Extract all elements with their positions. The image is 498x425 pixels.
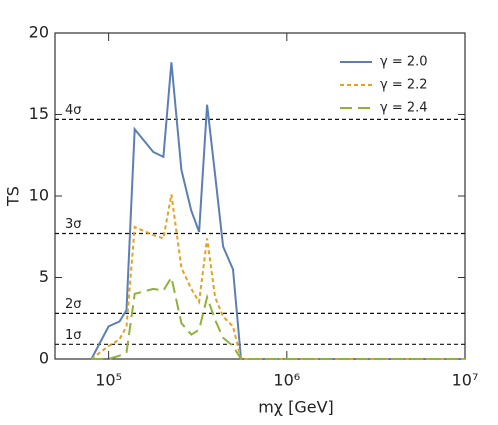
y-tick-label: 5 — [39, 267, 49, 286]
legend-label: γ = 2.0 — [380, 55, 428, 70]
series-line — [91, 274, 465, 360]
legend-label: γ = 2.4 — [380, 101, 428, 116]
x-tick-label: 10⁶ — [273, 371, 300, 390]
legend-label: γ = 2.2 — [380, 78, 428, 93]
y-tick-label: 0 — [39, 349, 49, 368]
series-line — [90, 62, 465, 360]
reference-label: 2σ — [65, 297, 82, 312]
x-tick-label: 10⁵ — [95, 371, 122, 390]
y-tick-label: 15 — [29, 104, 49, 123]
y-tick-label: 10 — [29, 186, 49, 205]
y-axis-label: TS — [4, 186, 23, 207]
x-tick-label: 10⁷ — [452, 371, 479, 390]
y-tick-label: 20 — [29, 23, 49, 42]
series-line — [90, 194, 465, 360]
x-axis-label: mχ [GeV] — [258, 398, 334, 417]
reference-label: 4σ — [65, 103, 82, 118]
reference-label: 3σ — [65, 217, 82, 232]
reference-label: 1σ — [65, 328, 82, 343]
